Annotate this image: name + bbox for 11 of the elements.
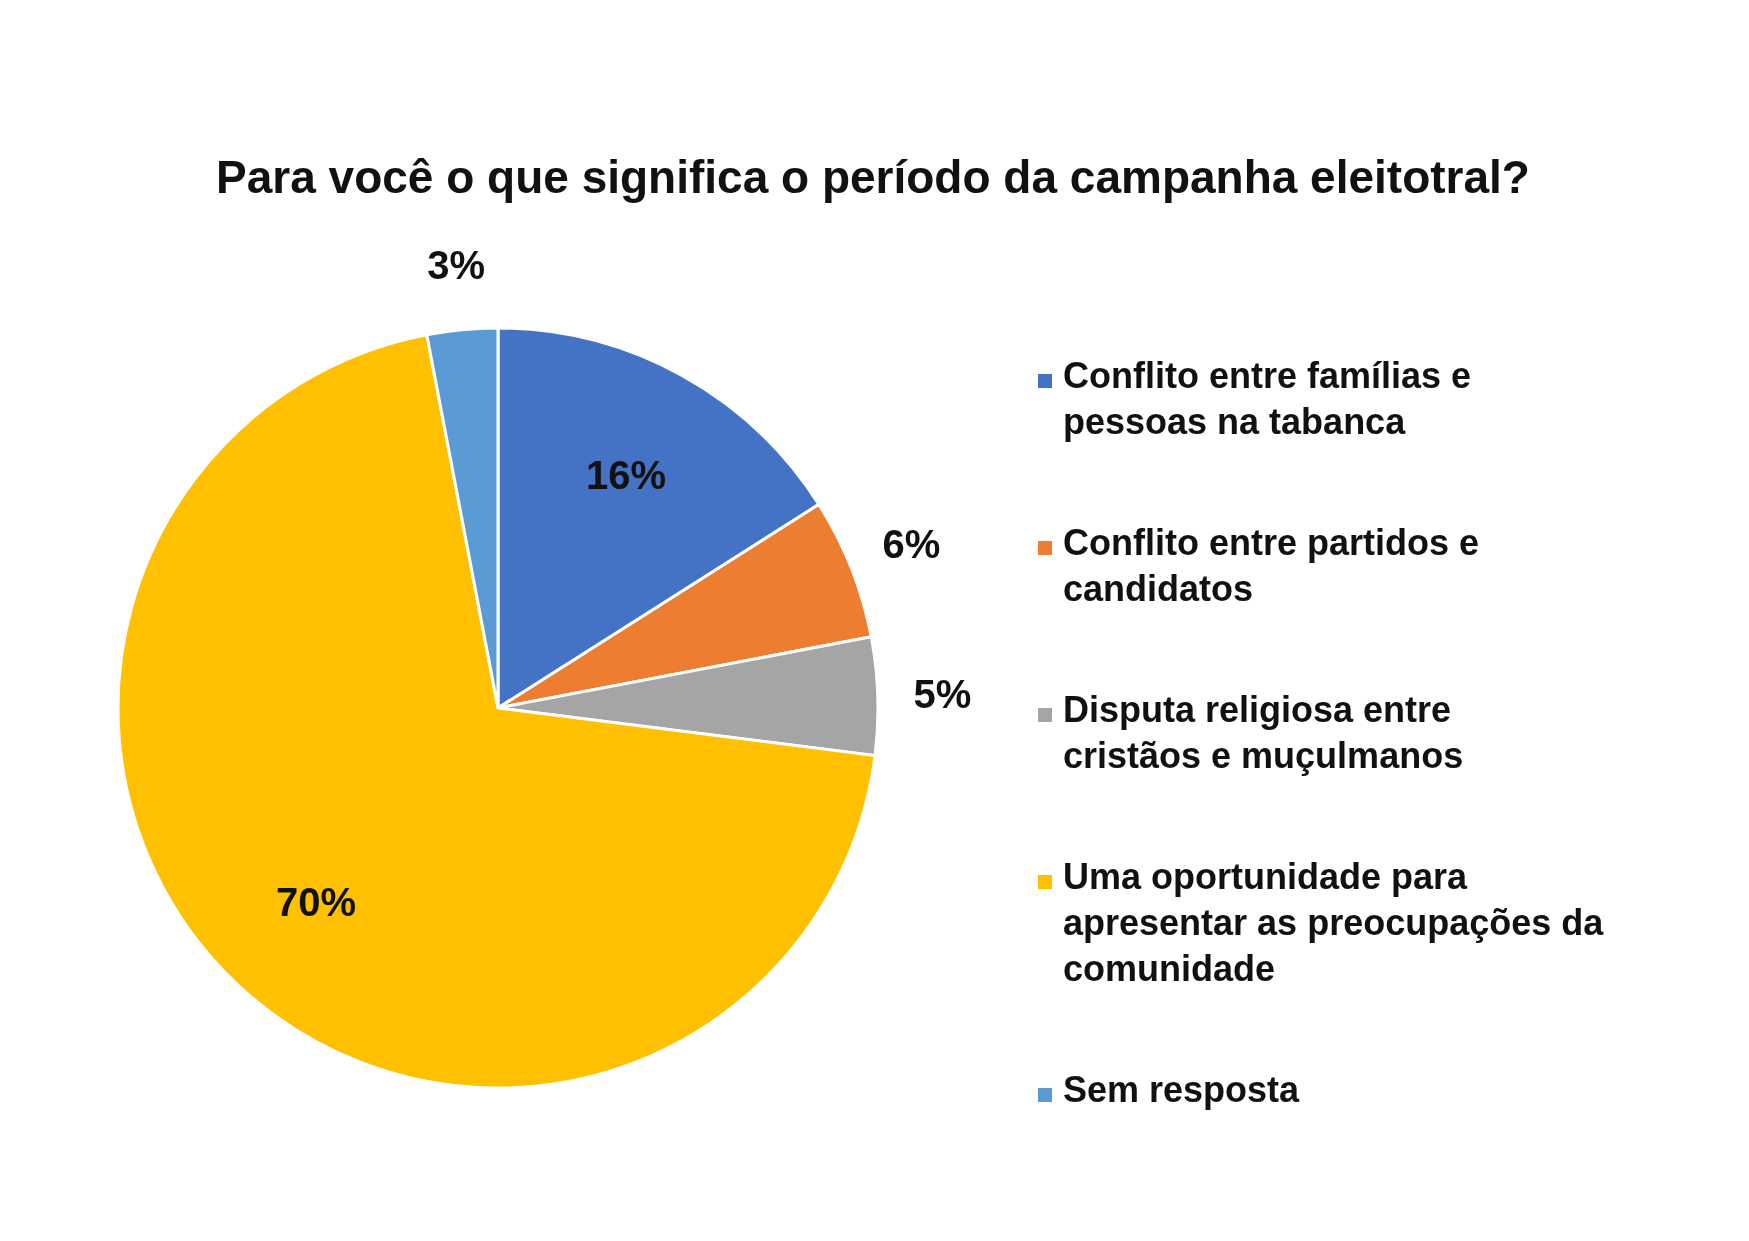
legend-label: Disputa religiosa entre cristãos e muçulmanos bbox=[1063, 689, 1464, 776]
data-label: 6% bbox=[882, 522, 941, 567]
legend-label: Sem resposta bbox=[1063, 1069, 1301, 1110]
chart-title: Para você o que significa o período da campanha eleitotral? bbox=[216, 151, 1530, 203]
data-label: 16% bbox=[586, 452, 667, 497]
legend-label: Uma oportunidade para apresentar as preocupações da comunidade bbox=[1063, 856, 1605, 989]
data-label: 5% bbox=[913, 672, 972, 717]
legend-label: Conflito entre partidos e candidatos bbox=[1063, 522, 1480, 609]
data-label: 3% bbox=[427, 243, 486, 288]
data-label: 70% bbox=[275, 879, 356, 924]
legend-label: Conflito entre famílias e pessoas na tabanca bbox=[1063, 355, 1472, 442]
